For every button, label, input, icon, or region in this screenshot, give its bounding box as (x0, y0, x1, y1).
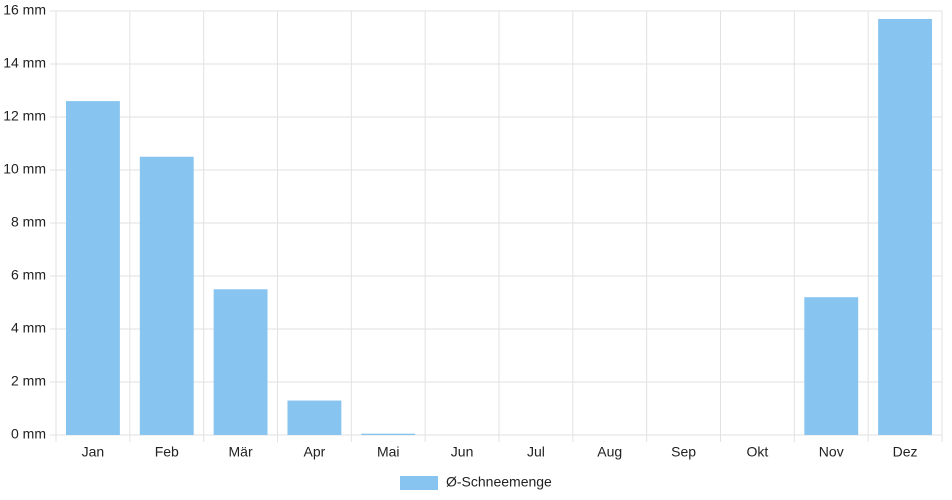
x-tick-label: Jul (527, 444, 545, 460)
y-tick-label: 4 mm (11, 320, 46, 336)
x-tick-label: Jan (82, 444, 105, 460)
y-tick-label: 16 mm (3, 2, 46, 18)
x-tick-label: Aug (597, 444, 622, 460)
x-tick-label: Dez (893, 444, 918, 460)
legend-label: Ø-Schneemenge (446, 474, 552, 490)
x-tick-label: Okt (747, 444, 769, 460)
legend-swatch (400, 476, 438, 490)
bar (878, 18, 933, 435)
x-tick-label: Nov (819, 444, 844, 460)
y-tick-label: 14 mm (3, 55, 46, 71)
y-tick-label: 12 mm (3, 108, 46, 124)
bar (287, 400, 342, 435)
bar (804, 297, 859, 435)
x-tick-label: Feb (155, 444, 179, 460)
x-tick-label: Mär (229, 444, 253, 460)
x-tick-label: Apr (304, 444, 326, 460)
y-tick-label: 2 mm (11, 373, 46, 389)
bar (139, 156, 194, 435)
bar (213, 289, 268, 435)
y-tick-label: 8 mm (11, 214, 46, 230)
x-tick-label: Mai (377, 444, 400, 460)
y-tick-label: 6 mm (11, 267, 46, 283)
x-tick-label: Jun (451, 444, 474, 460)
x-tick-label: Sep (671, 444, 696, 460)
bar (65, 101, 120, 435)
y-tick-label: 10 mm (3, 161, 46, 177)
y-tick-label: 0 mm (11, 426, 46, 442)
bar (361, 433, 416, 435)
